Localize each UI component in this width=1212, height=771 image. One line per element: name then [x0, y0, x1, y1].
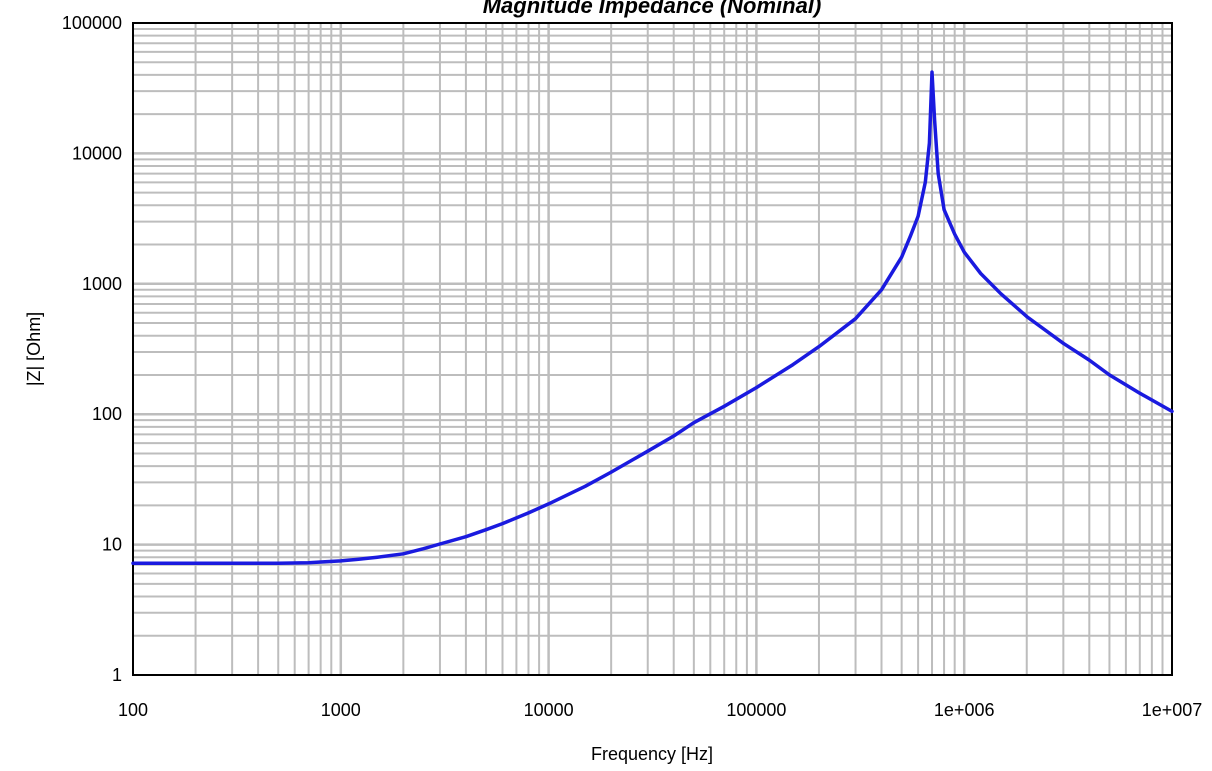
chart-title: Magnitude Impedance (Nominal): [483, 0, 822, 18]
x-tick-label: 10000: [524, 700, 574, 720]
y-tick-label: 1: [112, 665, 122, 685]
y-tick-label: 10: [102, 535, 122, 555]
x-tick-label: 1e+006: [934, 700, 995, 720]
impedance-series-line: [131, 70, 1174, 565]
y-tick-label: 10000: [72, 143, 122, 163]
y-tick-label: 100: [92, 404, 122, 424]
x-tick-label: 100: [118, 700, 148, 720]
grid: [133, 23, 1172, 675]
x-tick-label: 1e+007: [1142, 700, 1203, 720]
y-tick-label: 100000: [62, 13, 122, 33]
y-axis-label: |Z| [Ohm]: [24, 312, 44, 386]
y-axis-ticks: 1 10 100 1000 10000 100000: [62, 13, 122, 685]
plot-frame: [132, 22, 1173, 676]
x-tick-label: 100000: [726, 700, 786, 720]
x-axis-ticks: 100 1000 10000 100000 1e+006 1e+007: [118, 700, 1202, 720]
y-tick-label: 1000: [82, 274, 122, 294]
x-axis-label: Frequency [Hz]: [591, 744, 713, 764]
x-tick-label: 1000: [321, 700, 361, 720]
